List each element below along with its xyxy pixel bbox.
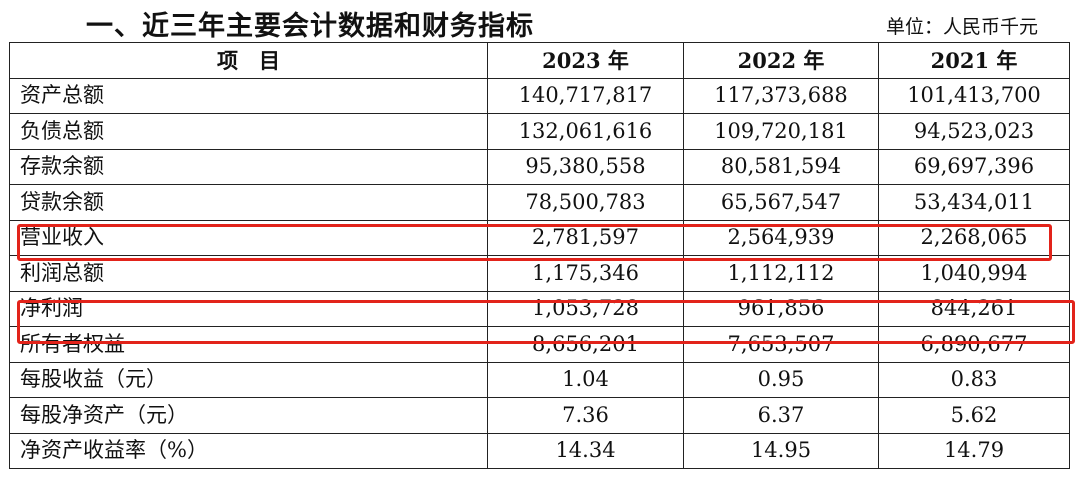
cell-2021: 101,413,700 bbox=[878, 77, 1070, 114]
cell-2023: 95,380,558 bbox=[487, 148, 684, 185]
table-row: 营业收入 2,781,597 2,564,939 2,268,065 bbox=[9, 219, 1070, 256]
cell-2022: 65,567,547 bbox=[683, 184, 879, 221]
cell-2022: 80,581,594 bbox=[683, 148, 879, 185]
table-header-row: 项 目 2023 年 2022 年 2021 年 bbox=[9, 42, 1070, 79]
row-label: 资产总额 bbox=[9, 77, 488, 114]
cell-2021: 0.83 bbox=[878, 361, 1070, 398]
cell-2023: 78,500,783 bbox=[487, 184, 684, 221]
cell-2021: 2,268,065 bbox=[878, 219, 1070, 256]
cell-2021: 1,040,994 bbox=[878, 255, 1070, 292]
cell-2021: 14.79 bbox=[878, 432, 1070, 469]
cell-2023: 1,053,728 bbox=[487, 290, 684, 327]
table-row: 资产总额 140,717,817 117,373,688 101,413,700 bbox=[9, 77, 1070, 114]
row-label: 营业收入 bbox=[9, 219, 488, 256]
row-label: 贷款余额 bbox=[9, 184, 488, 221]
cell-2023: 7.36 bbox=[487, 397, 684, 434]
row-label: 每股净资产（元） bbox=[9, 397, 488, 434]
cell-2022: 961,856 bbox=[683, 290, 879, 327]
header-2022: 2022 年 bbox=[683, 42, 879, 79]
cell-2021: 844,261 bbox=[878, 290, 1070, 327]
row-label: 所有者权益 bbox=[9, 326, 488, 363]
table-row: 每股净资产（元） 7.36 6.37 5.62 bbox=[9, 397, 1070, 434]
cell-2022: 109,720,181 bbox=[683, 113, 879, 150]
table-row: 每股收益（元） 1.04 0.95 0.83 bbox=[9, 361, 1070, 398]
financial-data-table: 项 目 2023 年 2022 年 2021 年 资产总额 140,717,81… bbox=[9, 42, 1070, 469]
table-row: 所有者权益 8,656,201 7,653,507 6,890,677 bbox=[9, 326, 1070, 363]
cell-2022: 0.95 bbox=[683, 361, 879, 398]
row-label: 存款余额 bbox=[9, 148, 488, 185]
row-label: 净利润 bbox=[9, 290, 488, 327]
table-row: 净利润 1,053,728 961,856 844,261 bbox=[9, 290, 1070, 327]
table-row: 贷款余额 78,500,783 65,567,547 53,434,011 bbox=[9, 184, 1070, 221]
cell-2023: 8,656,201 bbox=[487, 326, 684, 363]
header-2023: 2023 年 bbox=[487, 42, 684, 79]
cell-2023: 1.04 bbox=[487, 361, 684, 398]
table-row: 净资产收益率（%） 14.34 14.95 14.79 bbox=[9, 432, 1070, 469]
cell-2021: 5.62 bbox=[878, 397, 1070, 434]
row-label: 每股收益（元） bbox=[9, 361, 488, 398]
cell-2023: 132,061,616 bbox=[487, 113, 684, 150]
cell-2023: 14.34 bbox=[487, 432, 684, 469]
header-item: 项 目 bbox=[9, 42, 488, 79]
cell-2022: 1,112,112 bbox=[683, 255, 879, 292]
unit-label: 单位：人民币千元 bbox=[885, 16, 1038, 38]
cell-2022: 6.37 bbox=[683, 397, 879, 434]
table-row: 负债总额 132,061,616 109,720,181 94,523,023 bbox=[9, 113, 1070, 150]
cell-2022: 117,373,688 bbox=[683, 77, 879, 114]
cell-2021: 94,523,023 bbox=[878, 113, 1070, 150]
cell-2023: 140,717,817 bbox=[487, 77, 684, 114]
cell-2022: 2,564,939 bbox=[683, 219, 879, 256]
cell-2021: 6,890,677 bbox=[878, 326, 1070, 363]
cell-2022: 14.95 bbox=[683, 432, 879, 469]
row-label: 利润总额 bbox=[9, 255, 488, 292]
row-label: 负债总额 bbox=[9, 113, 488, 150]
cell-2021: 53,434,011 bbox=[878, 184, 1070, 221]
header-2021: 2021 年 bbox=[878, 42, 1070, 79]
cell-2022: 7,653,507 bbox=[683, 326, 879, 363]
table-row: 存款余额 95,380,558 80,581,594 69,697,396 bbox=[9, 148, 1070, 185]
table-row: 利润总额 1,175,346 1,112,112 1,040,994 bbox=[9, 255, 1070, 292]
section-title: 一、近三年主要会计数据和财务指标 bbox=[86, 11, 534, 42]
cell-2021: 69,697,396 bbox=[878, 148, 1070, 185]
cell-2023: 2,781,597 bbox=[487, 219, 684, 256]
row-label: 净资产收益率（%） bbox=[9, 432, 488, 469]
cell-2023: 1,175,346 bbox=[487, 255, 684, 292]
